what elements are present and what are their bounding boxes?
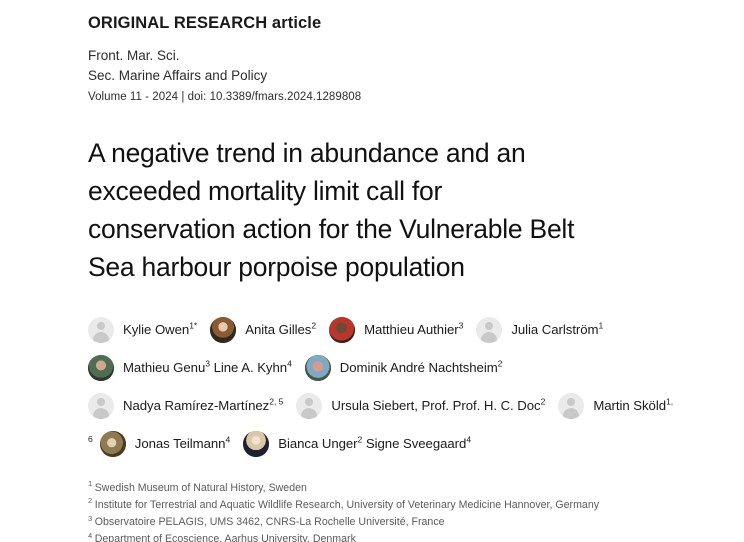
affiliation-marker: 2 [88,496,93,506]
author-name[interactable]: Anita Gilles2 [245,320,317,338]
avatar-photo [210,316,237,343]
avatar-placeholder-icon [296,392,323,419]
author-row: Nadya Ramírez-Martínez2, 5 Ursula Siebert… [88,387,700,425]
author-entry[interactable]: Bianca Unger2 Signe Sveegaard4 [243,430,484,457]
avatar-placeholder-icon [88,392,114,419]
affiliation-marker: 4 [88,530,93,540]
article-header: ORIGINAL RESEARCH article Front. Mar. Sc… [88,14,700,106]
affiliation-marker-continued: 6 [88,433,93,444]
author-entry[interactable]: Ursula Siebert, Prof. Prof. H. C. Doc2 [296,392,558,419]
avatar [329,316,356,343]
affiliation-marker: 2 [540,396,546,407]
affiliation-marker: 3 [458,320,464,331]
author-name[interactable]: Nadya Ramírez-Martínez2, 5 [123,396,284,414]
author-entry[interactable]: Nadya Ramírez-Martínez2, 5 [88,392,296,419]
avatar-placeholder-icon [88,316,114,343]
journal-name[interactable]: Front. Mar. Sci. [88,47,180,63]
affiliation-marker: 4 [466,434,472,445]
author-entry[interactable]: Kylie Owen1* [88,316,210,343]
title-line-2: exceeded mortality limit call for [88,176,443,207]
affiliation-marker: 1* [189,320,198,331]
author-entry[interactable]: Martin Sköld1, [558,392,686,419]
affiliation-item: 3 Observatoire PELAGIS, UMS 3462, CNRS-La… [88,513,445,529]
author-row: Kylie Owen1* Anita Gilles2 Matthieu Authie… [88,311,700,349]
author-entry[interactable]: Dominik André Nachtsheim2 [304,354,516,381]
author-name[interactable]: Dominik André Nachtsheim2 [339,358,503,376]
author-entry[interactable]: Matthieu Authier3 [329,316,476,343]
affiliation-marker: 2, 5 [269,396,284,407]
author-entry[interactable]: Julia Carlström1 [476,316,616,343]
avatar [304,354,331,381]
author-row: 6 Jonas Teilmann4 Bianca Unger2 Signe Svee… [88,425,700,463]
affiliation-marker: 2 [357,434,363,445]
author-row: Mathieu Genu3 Line A. Kyhn4 Dominik André… [88,349,700,387]
author-list: Kylie Owen1* Anita Gilles2 Matthieu Authie… [88,311,700,463]
avatar [88,354,114,381]
avatar-photo [304,354,331,381]
volume-doi-line[interactable]: Volume 11 - 2024 | doi: 10.3389/fmars.20… [88,90,362,103]
author-entry[interactable]: Jonas Teilmann4 [99,430,243,457]
avatar-photo [243,430,270,457]
avatar-photo [88,354,114,381]
affiliation-marker: 3 [88,513,93,523]
author-name[interactable]: Matthieu Authier3 [364,320,464,338]
affiliation-marker: 4 [225,434,231,445]
affiliation-marker: 1, [666,396,674,407]
avatar-photo [329,316,356,343]
author-entry[interactable]: Mathieu Genu3 Line A. Kyhn4 [88,354,305,381]
author-entry[interactable]: Anita Gilles2 [210,316,329,343]
affiliation-item: 4 Department of Ecoscience, Aarhus Univer… [88,530,356,542]
title-line-4: Sea harbour porpoise population [88,251,465,282]
journal-section[interactable]: Sec. Marine Affairs and Policy [88,68,268,84]
avatar-placeholder-icon [558,392,585,419]
affiliation-item: 1 Swedish Museum of Natural History, Swed… [88,479,307,494]
title-line-3: conservation action for the Vulnerable B… [88,214,575,244]
affiliation-marker: 2 [311,320,317,331]
affiliation-marker: 2 [497,358,503,369]
avatar [243,430,270,457]
affiliation-list: 1 Swedish Museum of Natural History, Swed… [88,480,700,542]
avatar-placeholder-icon [476,316,503,343]
affiliation-marker: 3 [205,358,210,369]
author-name[interactable]: Ursula Siebert, Prof. Prof. H. C. Doc2 [331,396,546,414]
author-name[interactable]: Jonas Teilmann4 [134,434,231,452]
article-type-label: ORIGINAL RESEARCH article [88,14,322,32]
page-title: A negative trend in abundance and an exc… [88,135,688,287]
affiliation-marker: 4 [287,358,292,369]
affiliation-marker: 1 [598,320,604,331]
affiliation-marker: 1 [88,479,93,489]
author-name[interactable]: Martin Sköld1, [593,396,674,414]
author-name[interactable]: Julia Carlström1 [511,320,604,338]
avatar-photo [99,430,126,457]
author-name[interactable]: Kylie Owen1* [123,320,198,338]
title-line-1: A negative trend in abundance and an [88,138,526,169]
author-name[interactable]: Bianca Unger2 Signe Sveegaard4 [278,434,472,452]
affiliation-item: 2 Institute for Terrestrial and Aquatic W… [88,496,600,511]
author-name[interactable]: Mathieu Genu3 Line A. Kyhn4 [123,358,292,376]
avatar [210,316,237,343]
avatar [99,430,126,457]
